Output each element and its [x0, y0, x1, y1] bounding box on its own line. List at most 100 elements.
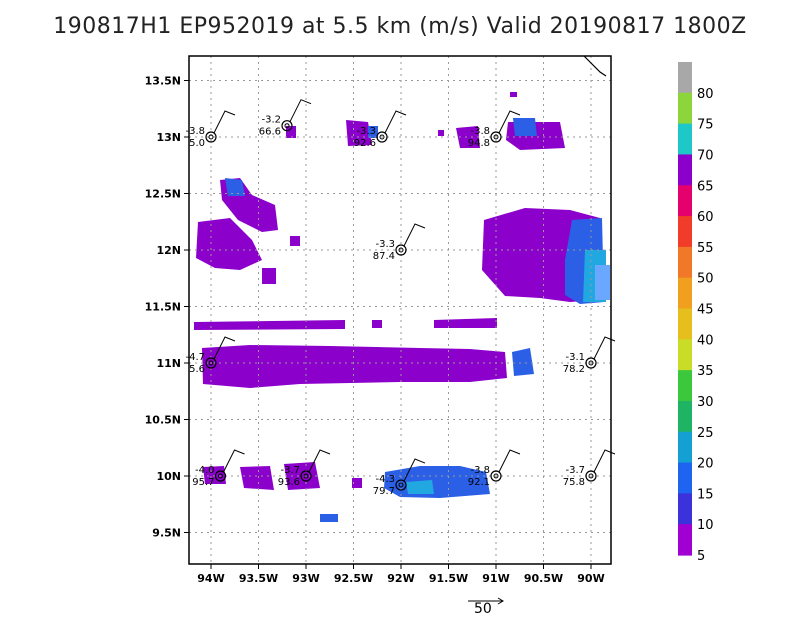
lat-tick-label: 12.5N [145, 188, 181, 201]
lon-tick-label: 94W [197, 572, 224, 585]
station-value-bottom: 78.2 [563, 364, 585, 375]
colorbar-segment [678, 524, 692, 556]
lon-tick-label: 90W [577, 572, 604, 585]
swath-patch [510, 92, 517, 97]
station: -3.793.6 [278, 449, 331, 488]
lat-tick-label: 13.5N [145, 75, 181, 88]
wind-barb [213, 110, 236, 134]
lat-tick-label: 13N [156, 131, 181, 144]
station-value-bottom: 92.6 [354, 138, 376, 149]
station-marker-outer [585, 470, 597, 482]
reference-arrow-head [497, 597, 504, 605]
swath-patch [346, 120, 372, 146]
colorbar-label: 65 [697, 179, 714, 194]
wind-barb [403, 223, 426, 247]
station-marker-inner [493, 473, 499, 479]
colorbar-label: 40 [697, 333, 714, 348]
station-marker-inner [218, 473, 223, 479]
swath-patch [434, 318, 497, 328]
swath-patch [262, 268, 276, 284]
swath-patch [513, 118, 537, 136]
station-value-top: -3.2 [261, 115, 281, 126]
colorbar-label: 50 [697, 272, 714, 287]
colorbar-label: 25 [697, 426, 714, 441]
lat-tick-label: 9.5N [152, 527, 181, 540]
station-value-top: -3.8 [470, 126, 490, 137]
colorbar-label: 80 [697, 87, 714, 102]
station-marker-outer [585, 357, 597, 369]
lat-tick-label: 10.5N [145, 414, 181, 427]
wind-barb [498, 110, 521, 134]
reference-vector-label: 50 [474, 601, 492, 617]
colorbar-label: 35 [697, 364, 714, 379]
map-title: 190817H1 EP952019 at 5.5 km (m/s) Valid … [53, 14, 747, 39]
station-marker-outer [205, 357, 217, 369]
station-value-top: -4.3 [375, 474, 395, 485]
swath-patch [286, 126, 296, 138]
station-marker-inner [208, 360, 214, 366]
lon-tick-label: 92.5W [334, 572, 373, 585]
station-marker-inner [208, 134, 214, 140]
colorbar: 80 75 70 65 60 55 50 45 40 35 30 25 20 15 10 5 [678, 62, 714, 564]
graticule [189, 56, 611, 564]
station: -3.387.4 [373, 223, 426, 262]
station: -3.85.0 [185, 110, 236, 149]
station-marker-outer [490, 470, 502, 482]
swath-patch [240, 466, 274, 490]
colorbar-segment [678, 308, 692, 340]
station: -3.775.8 [563, 449, 616, 488]
lon-tick-label: 90.5W [524, 572, 563, 585]
station-value-top: -4.0 [195, 465, 215, 476]
lon-tick-label: 93W [292, 572, 319, 585]
wind-barb [223, 449, 245, 473]
station-value-top: -3.7 [280, 465, 300, 476]
station: -4.379.7 [373, 458, 426, 497]
station-marker-inner [303, 473, 309, 479]
wind-barb [289, 99, 312, 122]
wind-speed-swaths [194, 92, 610, 522]
station-value-top: -3.3 [356, 126, 376, 137]
colorbar-segment [678, 400, 692, 433]
station-value-bottom: 92.1 [468, 477, 490, 488]
colorbar-label: 70 [697, 148, 714, 163]
station-value-bottom: 95.7 [192, 477, 214, 488]
lon-tick-label: 92W [387, 572, 414, 585]
colorbar-label: 5 [697, 549, 705, 564]
lon-tick-label: 91.5W [429, 572, 468, 585]
colorbar-label: 55 [697, 241, 714, 256]
station: -3.894.8 [468, 110, 521, 149]
dropsonde-stations: -3.85.0 -3.266.6 -3.392.6 -3.894.8 -3.387.4 -… [185, 99, 616, 497]
station-marker-inner [588, 473, 594, 479]
colorbar-label: 75 [697, 118, 714, 133]
station-value-bottom: 79.7 [373, 486, 395, 497]
colorbar-segment [678, 339, 692, 371]
colorbar-label: 15 [697, 487, 714, 502]
colorbar-segment [678, 431, 692, 464]
station-marker-inner [398, 247, 404, 253]
station-value-bottom: 94.8 [468, 138, 490, 149]
station-marker-outer [395, 244, 407, 256]
colorbar-label: 20 [697, 457, 714, 472]
map-frame [188, 55, 612, 565]
colorbar-segment [678, 62, 692, 94]
swath-patch [194, 320, 345, 330]
colorbar-segment [678, 370, 692, 402]
colorbar-label: 60 [697, 210, 714, 225]
station-value-bottom: 66.6 [259, 127, 281, 138]
colorbar-segment [678, 246, 692, 279]
station: -3.892.1 [468, 449, 521, 488]
swath-patch [406, 480, 434, 494]
colorbar-label: 10 [697, 518, 714, 533]
station: -3.266.6 [259, 99, 312, 138]
swath-patch [320, 514, 338, 522]
colorbar-segment [678, 493, 692, 525]
swath-patch [196, 218, 262, 270]
colorbar-segment [678, 154, 692, 186]
station-marker-outer [300, 470, 312, 482]
colorbar-segment [678, 92, 692, 125]
colorbar-segment [678, 277, 692, 310]
wind-barb [593, 449, 616, 473]
lon-tick-label: 91W [482, 572, 509, 585]
station: -4.75.6 [185, 336, 236, 375]
lat-tick-label: 11N [156, 357, 181, 370]
